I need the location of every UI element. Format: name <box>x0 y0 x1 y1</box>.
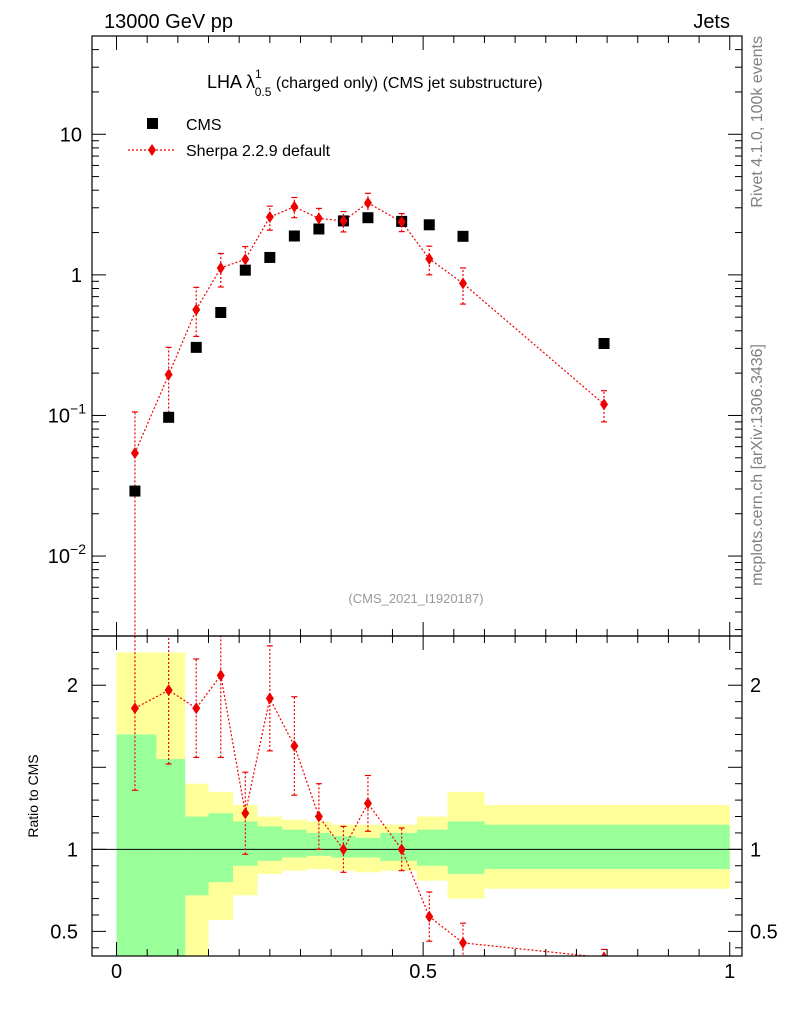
ratio-point <box>363 797 372 810</box>
cms-point <box>239 264 251 276</box>
cms-point <box>288 230 300 242</box>
ratio-band-inner <box>208 813 234 883</box>
ratio-band-inner <box>417 829 448 866</box>
ratio-point <box>339 843 348 856</box>
header-left: 13000 GeV pp <box>104 11 233 33</box>
legend-label-cms: CMS <box>186 117 222 134</box>
sherpa-point <box>265 210 274 223</box>
ratio-point <box>290 739 299 752</box>
cms-point <box>215 306 227 318</box>
rivet-version-text: Rivet 4.1.0, 100k events <box>749 36 766 208</box>
ratio-ytick-label: 0.5 <box>50 921 78 943</box>
sherpa-point <box>314 212 323 225</box>
legend-marker-cms <box>147 118 158 129</box>
ratio-ytick-label-right: 1 <box>750 839 761 861</box>
sherpa-point <box>458 277 467 290</box>
ratio-point <box>425 910 434 923</box>
cms-point <box>362 212 374 224</box>
plot-title: LHA λ1 0.5 (charged only) (CMS jet substr… <box>207 67 543 99</box>
sherpa-point <box>339 214 348 227</box>
cms-point <box>313 223 325 235</box>
ratio-plot-area <box>92 636 742 956</box>
ratio-ytick-label: 2 <box>67 675 78 697</box>
ratio-point <box>241 807 250 820</box>
main-ytick-label: 1 <box>71 265 82 287</box>
cms-point <box>264 251 276 263</box>
main-ytick-label: 10−1 <box>48 400 86 427</box>
main-axes: 10 1 10−1 10−2 <box>48 35 742 636</box>
ratio-band-inner <box>447 821 485 874</box>
ratio-point <box>397 843 406 856</box>
ratio-frame <box>91 635 743 957</box>
ratio-axes: 2 2 1 1 0.5 0.5 0 0.5 1 <box>50 636 778 983</box>
ratio-xtick-label: 1 <box>724 961 735 983</box>
ratio-ytick-label-right: 0.5 <box>750 921 778 943</box>
ratio-band-inner <box>355 837 381 858</box>
cms-point <box>190 341 202 353</box>
sherpa-point <box>130 447 139 460</box>
legend-marker-sherpa <box>148 144 156 156</box>
legend: CMS Sherpa 2.2.9 default <box>128 117 331 160</box>
cms-point <box>457 230 469 242</box>
main-ytick-label: 10 <box>60 124 82 146</box>
ratio-point <box>164 684 173 697</box>
mcplots-citation-text: mcplots.cern.ch [arXiv:1306.3436] <box>749 344 766 586</box>
ratio-band-inner <box>116 734 157 956</box>
header-right: Jets <box>693 11 730 33</box>
ratio-point <box>216 669 225 682</box>
cms-point <box>129 485 141 497</box>
sherpa-point <box>363 196 372 209</box>
main-ytick-label: 10−2 <box>48 541 86 568</box>
ratio-point <box>601 951 607 956</box>
ratio-point <box>314 810 323 823</box>
sherpa-point <box>600 398 609 411</box>
ratio-band-inner <box>185 816 209 896</box>
sherpa-point <box>216 261 225 274</box>
ratio-ylabel: Ratio to CMS <box>25 754 41 837</box>
sherpa-point <box>192 303 201 316</box>
ratio-band-inner <box>380 832 417 861</box>
sherpa-point <box>425 252 434 265</box>
ratio-band-inner <box>282 829 307 858</box>
cms-point <box>423 219 435 231</box>
analysis-watermark: (CMS_2021_I1920187) <box>348 591 483 606</box>
ratio-point <box>192 702 201 715</box>
ratio-point <box>458 936 467 949</box>
sherpa-point <box>164 368 173 381</box>
ratio-band-inner <box>484 824 730 870</box>
sherpa-point <box>241 253 250 266</box>
sherpa-point <box>397 215 406 228</box>
ratio-xtick-label: 0 <box>111 961 122 983</box>
ratio-ytick-label: 1 <box>67 839 78 861</box>
ratio-band-inner <box>233 821 258 866</box>
legend-label-sherpa: Sherpa 2.2.9 default <box>186 143 331 160</box>
cms-point <box>163 411 175 423</box>
ratio-xtick-label: 0.5 <box>409 961 437 983</box>
cms-point <box>598 337 610 349</box>
ratio-sherpa-line <box>134 673 595 956</box>
ratio-point <box>265 692 274 705</box>
ratio-band-inner <box>257 826 283 861</box>
sherpa-point <box>290 200 299 213</box>
ratio-point <box>130 702 139 715</box>
sherpa-line <box>134 202 605 454</box>
ratio-ytick-label-right: 2 <box>750 675 761 697</box>
main-plot-area <box>129 192 610 636</box>
ratio-band-inner <box>156 759 186 956</box>
